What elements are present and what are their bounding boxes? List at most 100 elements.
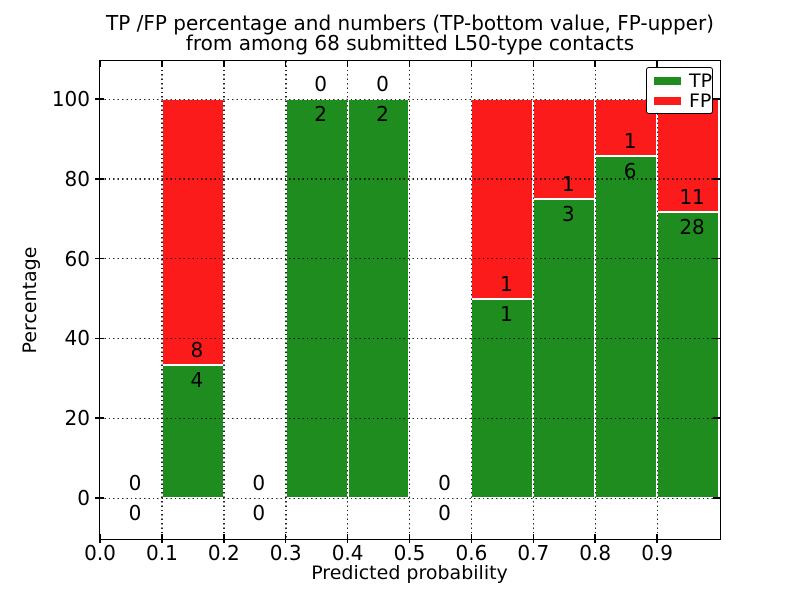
x-tick-mark-bottom [532, 534, 535, 543]
x-gridline [594, 61, 597, 538]
x-tick-mark-bottom [223, 534, 225, 543]
x-tick-mark-top [470, 60, 473, 67]
y-tick-mark-right [712, 178, 720, 180]
x-tick-mark-top [656, 60, 658, 67]
x-gridline [532, 61, 535, 538]
bar-segment-fp [161, 99, 224, 365]
x-tick-label: 0.8 [579, 541, 612, 565]
bar-segment-tp [285, 99, 348, 498]
x-tick-mark-bottom [346, 534, 349, 543]
y-tick-mark-left [95, 178, 104, 180]
bar-label-tp: 2 [314, 102, 327, 126]
y-tick-label: 0 [77, 486, 90, 510]
y-tick-mark-left [95, 257, 104, 260]
plot-area: 0 0 8 4 0 0 0 2 0 2 0 0 1 1 1 3 1 6 11 28 [100, 61, 719, 538]
x-tick-mark-top [284, 60, 287, 67]
chart-title-line2: from among 68 submitted L50-type contact… [185, 31, 635, 55]
x-tick-mark-top [223, 60, 225, 67]
bar-segment-fp [471, 99, 534, 299]
x-tick-label: 0.1 [145, 541, 178, 565]
x-gridline [161, 61, 163, 538]
x-tick-label: 0.9 [641, 541, 673, 565]
bar-label-tp: 0 [128, 501, 142, 525]
bar-segment-tp [657, 211, 719, 498]
bar-segment-fp [657, 99, 719, 212]
x-tick-mark-top [532, 60, 535, 67]
bar-label-fp: 1 [561, 171, 575, 196]
bar-label-tp: 1 [499, 301, 513, 326]
y-tick-mark-right [712, 98, 720, 100]
y-tick-label: 80 [64, 166, 90, 191]
x-tick-mark-bottom [470, 534, 473, 543]
bar-label-tp: 3 [561, 201, 575, 226]
bar-segment-tp [595, 156, 658, 498]
bar-segment-tp [533, 198, 596, 498]
x-tick-mark-top [408, 60, 411, 67]
legend-swatch-fp [654, 97, 681, 105]
y-tick-mark-left [95, 337, 104, 340]
y-tick-label: 20 [64, 406, 90, 431]
y-tick-label: 100 [51, 87, 90, 111]
x-gridline [223, 61, 225, 538]
legend: TP FP [646, 67, 713, 114]
bar-label-fp: 1 [623, 129, 637, 153]
bar-label-tp: 6 [623, 159, 637, 183]
bar-label-tp: 4 [190, 368, 204, 392]
x-tick-mark-bottom [408, 534, 411, 543]
y-axis-label: Percentage [19, 246, 41, 354]
bar-segment-tp [471, 298, 534, 498]
bar-segment-tp [347, 99, 410, 498]
x-gridline [285, 61, 287, 538]
y-tick-mark-right [712, 497, 720, 499]
x-tick-mark-bottom [594, 534, 596, 543]
legend-row: FP [647, 91, 712, 111]
x-tick-label: 0.3 [269, 541, 302, 565]
x-tick-mark-bottom [161, 534, 163, 543]
bar-label-fp: 11 [679, 184, 705, 209]
chart-title: TP /FP percentage and numbers (TP-bottom… [90, 13, 730, 53]
legend-label: TP [689, 70, 713, 92]
x-gridline [656, 61, 658, 538]
x-tick-label: 0.7 [517, 541, 550, 565]
x-tick-label: 0.5 [393, 541, 426, 565]
x-tick-mark-top [99, 60, 101, 67]
y-tick-label: 60 [64, 246, 90, 271]
y-tick-mark-left [95, 497, 104, 499]
x-tick-mark-top [346, 60, 349, 67]
x-tick-mark-bottom [284, 534, 287, 543]
bar-label-tp: 28 [679, 214, 705, 239]
bar-label-tp: 2 [376, 102, 389, 126]
legend-swatch-tp [654, 77, 681, 85]
x-tick-label: 0.6 [455, 541, 488, 565]
y-tick-label: 40 [64, 326, 90, 351]
y-tick-mark-left [95, 417, 104, 419]
bar-label-fp: 8 [190, 338, 204, 362]
bar-label-fp: 0 [128, 471, 142, 495]
bar-label-tp: 0 [438, 501, 451, 525]
x-tick-mark-bottom [99, 534, 101, 543]
y-tick-mark-right [712, 417, 720, 419]
y-tick-mark-right [712, 337, 720, 340]
bar-label-fp: 0 [252, 471, 266, 495]
x-tick-mark-top [594, 60, 596, 67]
x-tick-label: 0.0 [84, 541, 116, 565]
y-tick-mark-left [95, 98, 104, 100]
x-gridline [409, 61, 411, 538]
x-tick-label: 0.4 [331, 541, 364, 565]
bar-label-fp: 1 [499, 271, 513, 296]
chart-title-line1: TP /FP percentage and numbers (TP-bottom… [106, 11, 714, 35]
bar-label-fp: 0 [376, 72, 389, 96]
x-axis-label: Predicted probability [311, 562, 508, 584]
x-gridline [470, 61, 473, 538]
x-gridline [347, 61, 349, 538]
bar-label-fp: 0 [438, 471, 451, 495]
legend-row: TP [647, 71, 712, 91]
bar-label-fp: 0 [314, 72, 327, 96]
x-tick-mark-top [161, 60, 163, 67]
legend-label: FP [689, 90, 712, 112]
x-tick-label: 0.2 [207, 541, 240, 565]
y-tick-mark-right [712, 257, 720, 260]
bar-segment-fp [533, 99, 596, 199]
bar-label-tp: 0 [252, 501, 266, 525]
